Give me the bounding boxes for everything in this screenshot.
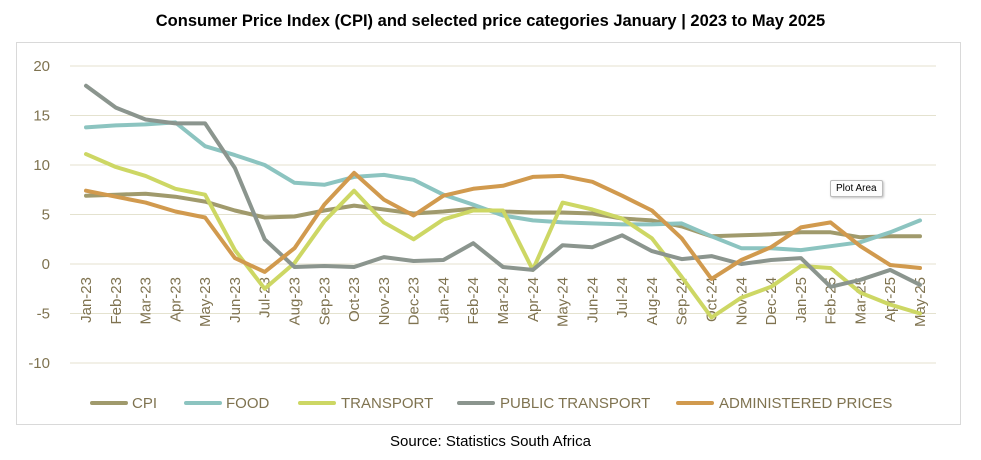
y-tick-label: 0	[42, 256, 50, 273]
legend: CPI FOOD TRANSPORT PUBLIC TRANSPORT ADMINIST…	[90, 395, 892, 412]
source-note: Source: Statistics South Africa	[390, 433, 591, 450]
x-tick-label: Jan-24	[435, 277, 452, 323]
y-tick-label: -5	[37, 306, 50, 323]
chart-title: Consumer Price Index (CPI) and selected …	[155, 12, 826, 30]
x-tick-label: Sep-23	[316, 277, 333, 325]
x-tick-label: Apr-25	[882, 277, 899, 322]
x-tick-label: May-24	[555, 277, 572, 327]
chart-frame	[16, 42, 961, 425]
x-tick-label: Mar-25	[852, 277, 869, 325]
x-tick-label: Feb-25	[823, 277, 840, 325]
x-tick-label: Dec-23	[406, 277, 423, 325]
x-tick-label: Jun-24	[584, 277, 601, 323]
x-tick-label: May-23	[197, 277, 214, 327]
x-tick-label: Jan-23	[78, 277, 95, 323]
x-tick-label: Sep-24	[674, 277, 691, 325]
x-axis-ticks: Jan-23 Feb-23 Mar-23 Apr-23 May-23 Jun-23 Jul-…	[78, 277, 929, 327]
y-tick-label: 10	[33, 157, 50, 174]
legend-label: FOOD	[226, 395, 269, 412]
x-tick-label: Nov-23	[376, 277, 393, 325]
x-tick-label: Jun-23	[227, 277, 244, 323]
series-lines	[84, 83, 922, 320]
x-tick-label: Oct-23	[346, 277, 363, 322]
x-tick-label: Apr-24	[525, 277, 542, 322]
legend-label: ADMINISTERED PRICES	[719, 395, 892, 412]
x-tick-label: Feb-24	[465, 277, 482, 325]
x-tick-label: Nov-24	[733, 277, 750, 325]
y-tick-label: 5	[42, 207, 50, 224]
x-tick-label: Feb-23	[108, 277, 125, 325]
plot-area-tooltip: Plot Area	[830, 180, 883, 197]
legend-label: PUBLIC TRANSPORT	[500, 395, 650, 412]
x-tick-label: Mar-23	[138, 277, 155, 325]
series-line-administered-prices	[84, 170, 922, 281]
legend-label: CPI	[132, 395, 157, 412]
series-line-transport	[84, 152, 922, 320]
y-tick-label: -10	[28, 355, 50, 372]
x-tick-label: Jul-24	[614, 277, 631, 318]
x-tick-label: May-25	[912, 277, 929, 327]
y-axis-ticks: -10 -5 0 5 10 15 20	[28, 58, 50, 372]
x-tick-label: Apr-23	[167, 277, 184, 322]
legend-label: TRANSPORT	[341, 395, 433, 412]
x-tick-label: Mar-24	[495, 277, 512, 325]
x-tick-label: Aug-23	[287, 277, 304, 325]
series-line-public-transport	[84, 83, 922, 289]
y-tick-label: 20	[33, 58, 50, 75]
y-tick-label: 15	[33, 108, 50, 125]
x-tick-label: Aug-24	[644, 277, 661, 325]
x-tick-label: Jan-25	[793, 277, 810, 323]
